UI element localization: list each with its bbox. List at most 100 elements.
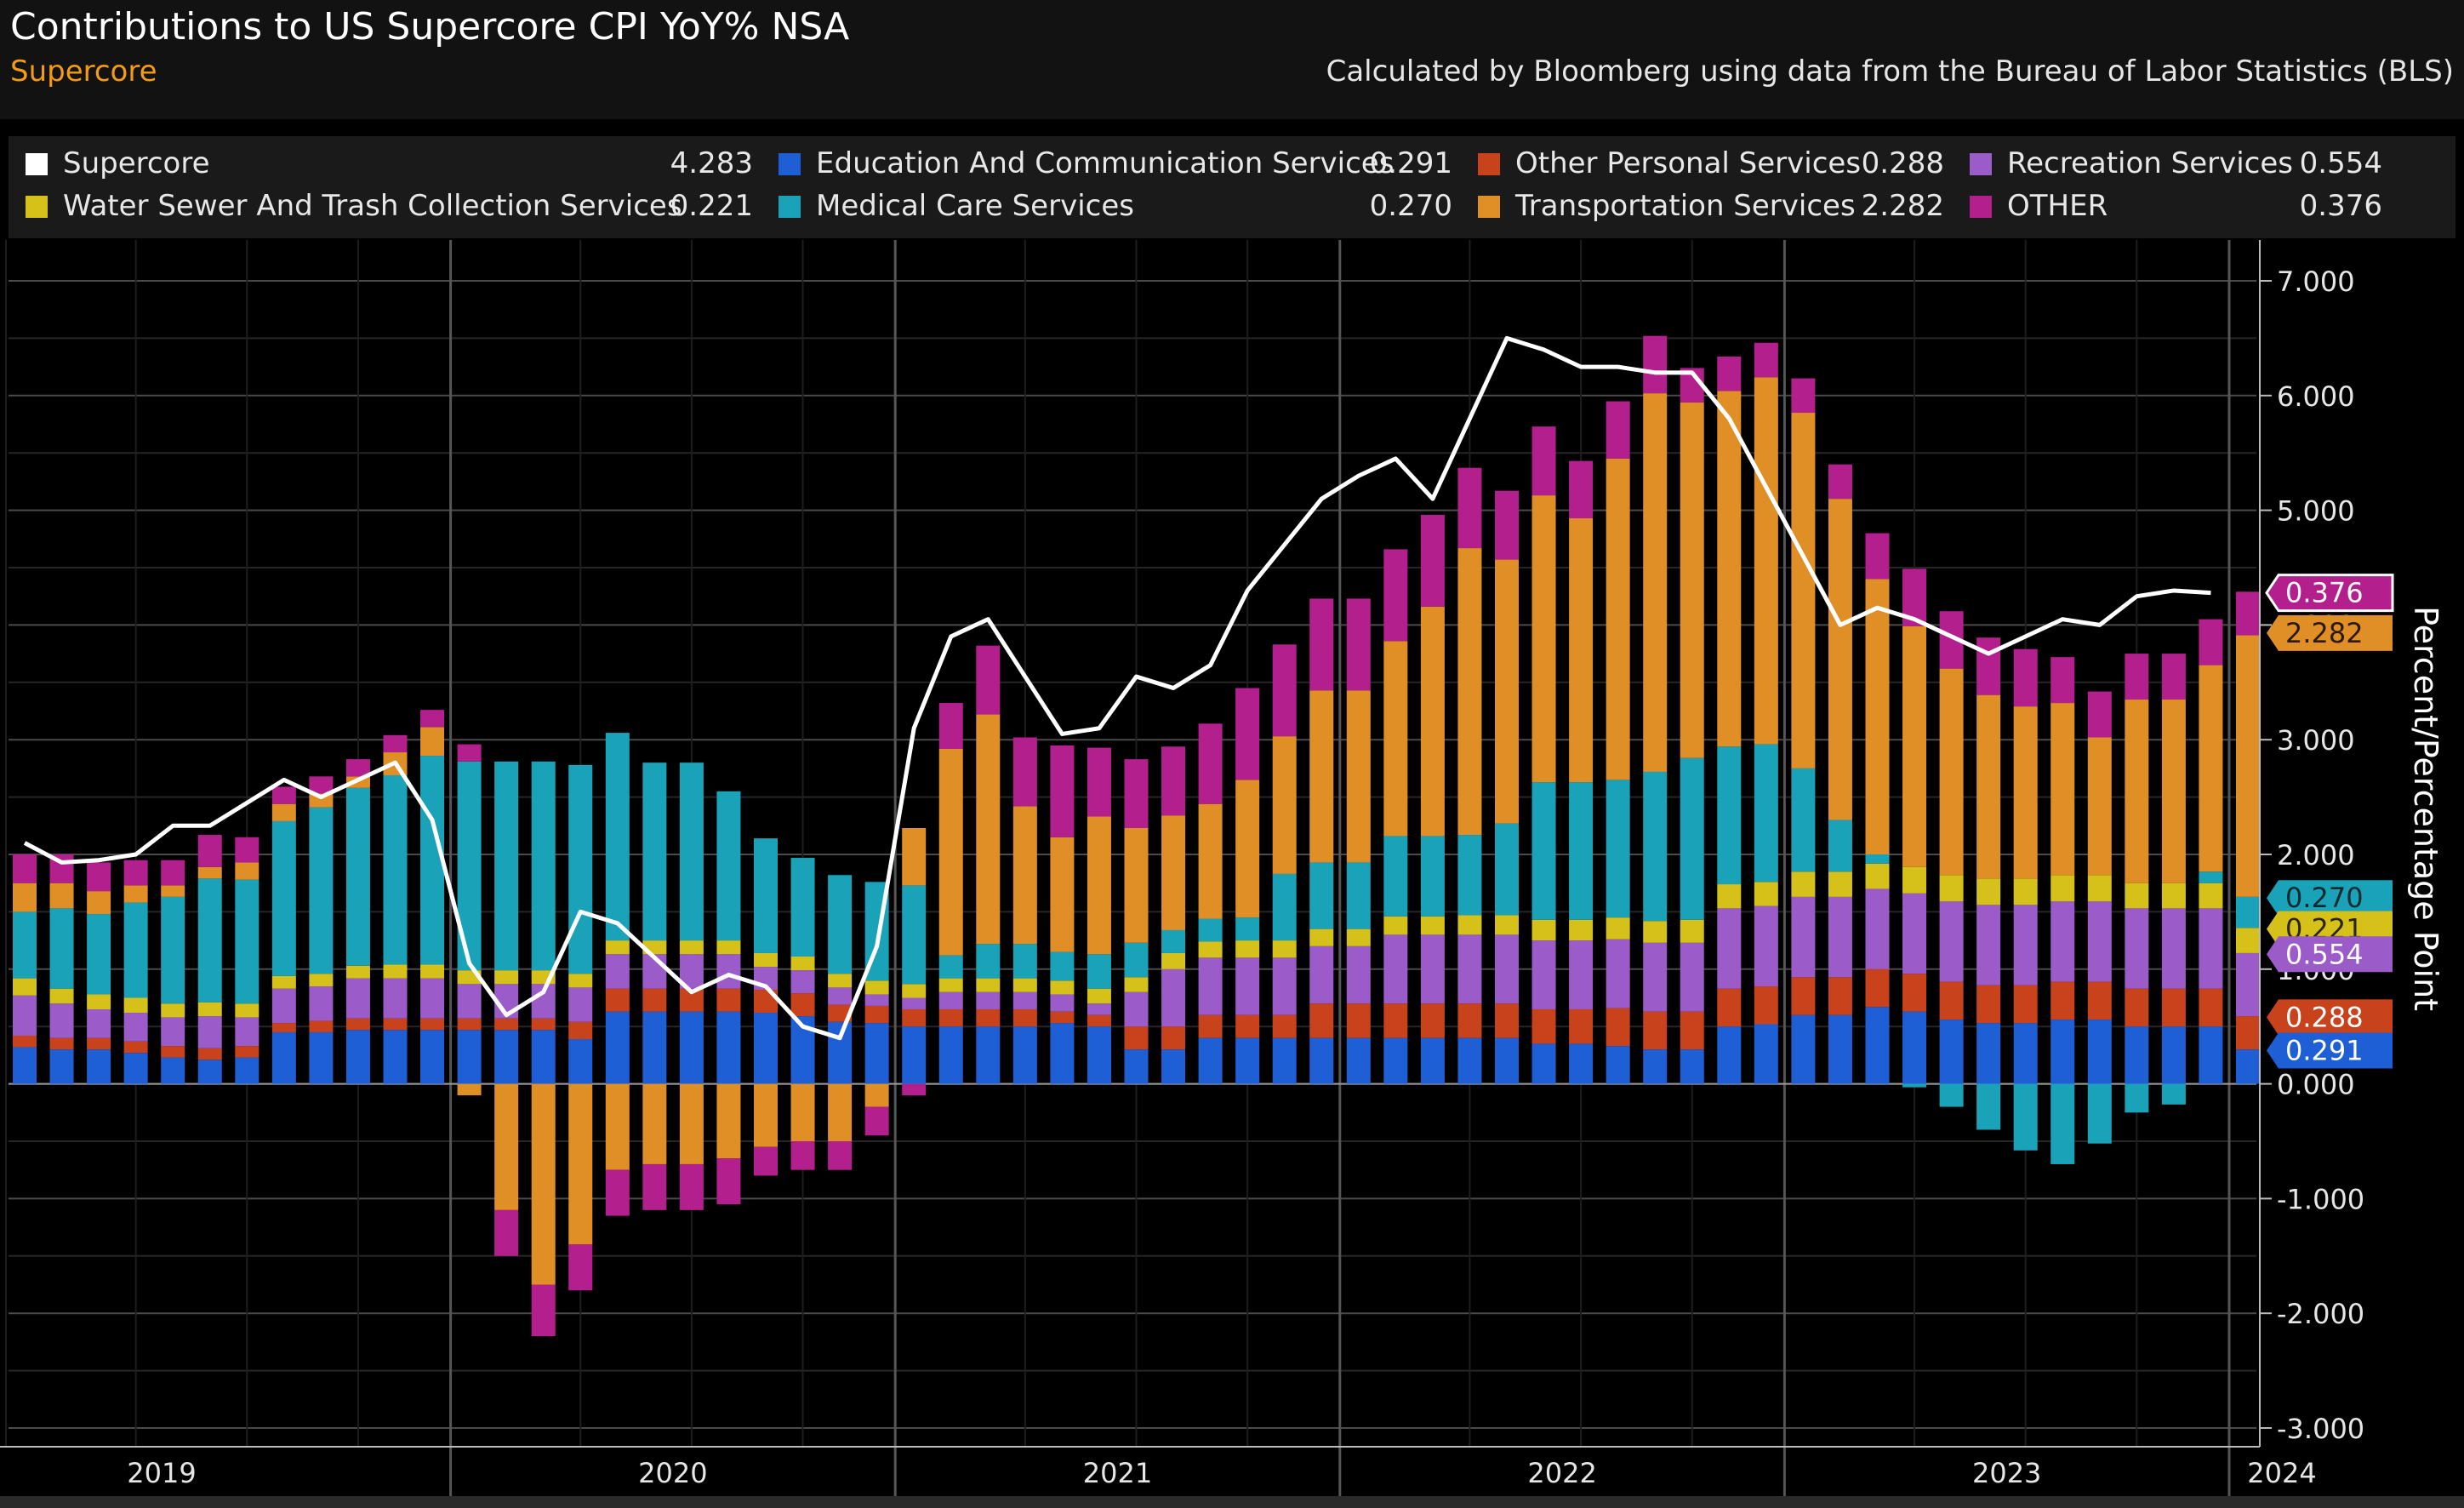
bar-segment-other <box>1828 464 1852 500</box>
bar-segment-medical-care-services <box>642 763 667 941</box>
legend-label: Transportation Services <box>1515 189 1856 223</box>
legend-item-education[interactable]: Education And Communication Services 0.2… <box>779 145 1452 182</box>
legend-swatch <box>26 153 48 175</box>
bar-segment-transportation-services <box>1346 690 1371 863</box>
bar-segment-recreation-services <box>2087 901 2112 982</box>
legend-item-transportation[interactable]: Transportation Services 2.282 <box>1478 187 1944 225</box>
bar-segment-other <box>679 1163 704 1210</box>
bar-segment-water-sewer-and-trash-collection-services <box>2236 928 2260 953</box>
bar-segment-recreation-services <box>1457 934 1482 1004</box>
bar-segment-medical-care-services <box>828 875 853 974</box>
bar-segment-transportation-services <box>568 1083 593 1245</box>
bar-segment-other-personal-services <box>1346 1003 1371 1038</box>
bar-segment-education-and-communication-services <box>2199 1026 2223 1084</box>
bar-segment-medical-care-services <box>1272 873 1297 941</box>
bar-segment-transportation-services <box>2125 700 2149 883</box>
bar-segment-education-and-communication-services <box>1420 1037 1445 1084</box>
bar-segment-education-and-communication-services <box>828 1021 853 1084</box>
y-tick-label: 3.000 <box>2277 724 2355 757</box>
legend-value: 0.221 <box>670 189 753 223</box>
bar-segment-education-and-communication-services <box>754 1013 778 1084</box>
bar-segment-other-personal-services <box>1531 1008 1556 1044</box>
bar-segment-transportation-services <box>1976 694 2001 879</box>
bar-segment-education-and-communication-services <box>161 1057 185 1084</box>
legend-item-recreation[interactable]: Recreation Services 0.554 <box>1970 145 2382 182</box>
y-tick-label: 5.000 <box>2277 495 2355 528</box>
x-tick-label: 2021 <box>1083 1457 1152 1489</box>
bar-segment-water-sewer-and-trash-collection-services <box>161 1003 185 1018</box>
bar-segment-other <box>864 1106 889 1136</box>
bar-segment-water-sewer-and-trash-collection-services <box>976 978 1001 992</box>
bar-segment-recreation-services <box>902 997 927 1009</box>
bar-segment-water-sewer-and-trash-collection-services <box>2013 878 2038 905</box>
bar-segment-medical-care-services <box>161 896 185 1004</box>
legend-swatch <box>779 196 801 218</box>
bar-segment-transportation-services <box>235 862 260 880</box>
bar-segment-transportation-services <box>976 714 1001 945</box>
bar-segment-other-personal-services <box>1383 1003 1408 1038</box>
bar-segment-recreation-services <box>2236 952 2260 1017</box>
bar-segment-medical-care-services <box>2236 896 2260 928</box>
legend-label: Supercore <box>63 146 210 180</box>
bar-segment-education-and-communication-services <box>2050 1020 2075 1084</box>
bar-segment-medical-care-services <box>1606 780 1630 918</box>
bar-segment-education-and-communication-services <box>1754 1024 1778 1084</box>
legend-item-medical[interactable]: Medical Care Services 0.270 <box>779 187 1452 225</box>
bar-segment-other-personal-services <box>1420 1003 1445 1038</box>
bar-segment-recreation-services <box>568 987 593 1022</box>
bar-segment-medical-care-services <box>531 761 556 971</box>
legend-item-water[interactable]: Water Sewer And Trash Collection Service… <box>26 187 753 225</box>
bar-segment-other-personal-services <box>976 1008 1001 1027</box>
bar-segment-education-and-communication-services <box>420 1030 445 1084</box>
bar-segment-medical-care-services <box>1902 1083 1927 1088</box>
bar-segment-other <box>2236 591 2260 636</box>
bar-segment-water-sewer-and-trash-collection-services <box>790 956 815 971</box>
bar-segment-education-and-communication-services <box>309 1031 334 1084</box>
bar-segment-water-sewer-and-trash-collection-services <box>13 978 37 996</box>
bar-segment-transportation-services <box>420 727 445 757</box>
bar-segment-water-sewer-and-trash-collection-services <box>1680 919 1704 943</box>
bar-segment-other-personal-services <box>383 1018 408 1031</box>
bar-segment-transportation-services <box>1939 668 1964 876</box>
bar-segment-recreation-services <box>828 987 853 1005</box>
bar-segment-recreation-services <box>87 1008 111 1038</box>
bar-segment-recreation-services <box>1272 957 1297 1015</box>
chart-header: Contributions to US Supercore CPI YoY% N… <box>0 0 2464 119</box>
bar-segment-transportation-services <box>49 883 74 909</box>
bar-segment-other-personal-services <box>1791 977 1816 1015</box>
bar-segment-other <box>1976 637 2001 695</box>
bar-segment-other <box>1420 514 1445 607</box>
value-callout: 0.554 <box>2267 936 2393 973</box>
bar-segment-other <box>605 1169 630 1216</box>
bar-segment-transportation-services <box>2161 700 2186 883</box>
bar-segment-transportation-services <box>1865 579 1890 854</box>
bar-segment-other <box>1643 335 1668 394</box>
legend-value: 0.376 <box>2299 189 2382 223</box>
bar-segment-water-sewer-and-trash-collection-services <box>1309 928 1334 946</box>
bar-segment-other-personal-services <box>457 1018 482 1031</box>
bar-segment-education-and-communication-services <box>49 1049 74 1084</box>
y-tick-label: 2.000 <box>2277 839 2355 871</box>
bar-segment-water-sewer-and-trash-collection-services <box>1643 921 1668 943</box>
bar-segment-transportation-services <box>1680 402 1704 758</box>
bar-segment-other-personal-services <box>1754 986 1778 1025</box>
bar-segment-recreation-services <box>1087 1003 1111 1015</box>
bar-segment-water-sewer-and-trash-collection-services <box>1865 863 1890 889</box>
bar-segment-education-and-communication-services <box>197 1060 222 1084</box>
bar-segment-recreation-services <box>1383 934 1408 1004</box>
legend-item-other[interactable]: OTHER 0.376 <box>1970 187 2382 225</box>
bar-segment-medical-care-services <box>1531 782 1556 920</box>
chart-subtitle: Supercore <box>10 54 157 89</box>
legend-item-other-personal[interactable]: Other Personal Services 0.288 <box>1478 145 1944 182</box>
bar-segment-recreation-services <box>1828 896 1852 978</box>
callout-box <box>2267 936 2393 973</box>
legend-item-supercore[interactable]: Supercore 4.283 <box>26 145 753 182</box>
bar-segment-other <box>2125 654 2149 700</box>
source-note: Calculated by Bloomberg using data from … <box>1326 54 2454 89</box>
bar-segment-medical-care-services <box>938 955 963 979</box>
bar-segment-transportation-services <box>642 1083 667 1164</box>
bar-segment-water-sewer-and-trash-collection-services <box>1457 915 1482 935</box>
bar-segment-recreation-services <box>271 988 296 1024</box>
bar-segment-medical-care-services <box>1050 951 1075 981</box>
bar-segment-water-sewer-and-trash-collection-services <box>1050 980 1075 995</box>
